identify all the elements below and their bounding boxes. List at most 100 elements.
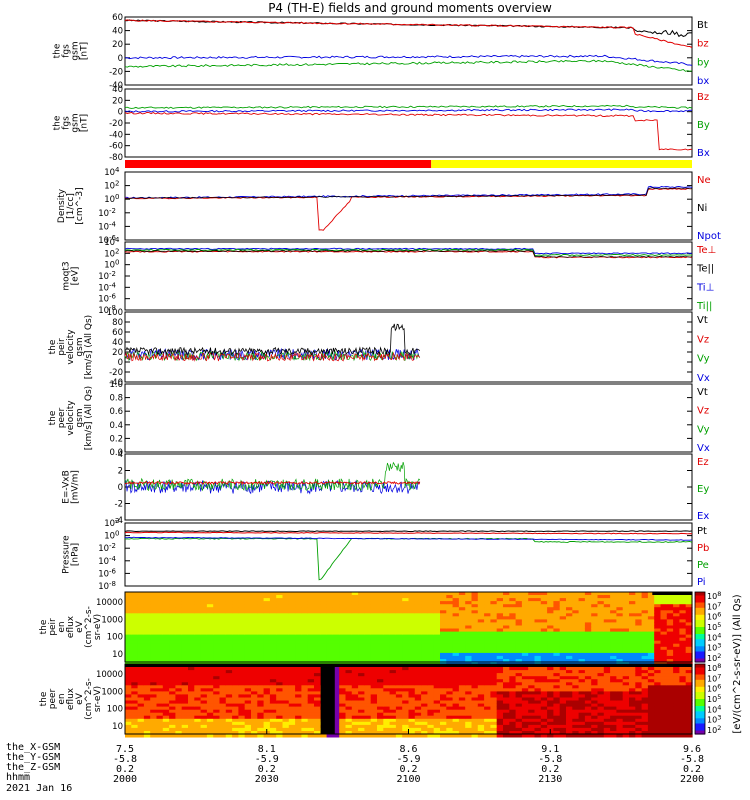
spectro-cell [157, 638, 164, 642]
spectro-cell [396, 619, 403, 623]
spectro-cell [623, 644, 630, 648]
spectro-cell [472, 691, 479, 695]
spectro-cell [503, 676, 510, 680]
spectro-cell [157, 644, 164, 648]
spectro-cell [339, 647, 346, 651]
spectro-cell [610, 638, 617, 642]
spectro-cell [553, 601, 560, 605]
spectro-cell [604, 641, 611, 645]
spectro-cell [579, 707, 586, 711]
spectro-cell [339, 616, 346, 620]
spectro-cell [238, 667, 245, 671]
spectro-cell [673, 626, 680, 630]
spectro-cell [270, 595, 277, 599]
spectro-cell [163, 704, 170, 708]
spectro-cell [358, 707, 365, 711]
spectro-cell [383, 619, 390, 623]
spectro-cell [371, 713, 378, 717]
spectro-cell [616, 719, 623, 723]
spectro-cell [497, 610, 504, 614]
spectro-cell [175, 707, 182, 711]
spectro-cell [541, 701, 548, 705]
spectro-cell [188, 632, 195, 636]
spectro-cell [339, 607, 346, 611]
spectro-cell [572, 601, 579, 605]
spectro-cell [679, 647, 686, 651]
spectro-cell [358, 595, 365, 599]
spectro-cell [598, 688, 605, 692]
spectro-cell [434, 691, 441, 695]
spectro-cell [415, 619, 422, 623]
spectro-cell [409, 647, 416, 651]
spectro-cell [566, 613, 573, 617]
spectro-cell [541, 676, 548, 680]
spectro-cell [635, 719, 642, 723]
spectro-cell [377, 629, 384, 633]
spectro-cell [667, 638, 674, 642]
spectro-cell [421, 713, 428, 717]
spectro-cell [377, 607, 384, 611]
spectro-cell [497, 592, 504, 596]
spectro-cell [541, 610, 548, 614]
spectro-cell [257, 704, 264, 708]
spectro-cell [585, 641, 592, 645]
spectro-cell [251, 598, 258, 602]
spectro-cell [232, 616, 239, 620]
spectro-cell [289, 607, 296, 611]
spectro-cell [673, 716, 680, 720]
spectro-cell [616, 728, 623, 732]
spectro-cell [276, 650, 283, 654]
spectro-cell [364, 653, 371, 657]
spectro-cell [220, 676, 227, 680]
spectro-cell [364, 694, 371, 698]
spectro-cell [245, 607, 252, 611]
spectro-cell [566, 698, 573, 702]
spectro-cell [201, 616, 208, 620]
spectro-cell [220, 632, 227, 636]
legend-entry: Ni [697, 203, 707, 214]
spectro-cell [169, 598, 176, 602]
spectro-cell [642, 710, 649, 714]
spectro-cell [591, 667, 598, 671]
spectro-cell [465, 719, 472, 723]
spectro-cell [377, 647, 384, 651]
spectro-cell [522, 679, 529, 683]
spectro-cell [207, 728, 214, 732]
spectro-cell [440, 694, 447, 698]
spectro-cell [352, 598, 359, 602]
y-axis-label: the peir en eflux eV (cm^2-s-sr-eV) [39, 606, 103, 648]
spectro-cell [308, 673, 315, 677]
spectro-cell [182, 734, 189, 738]
spectro-cell [207, 710, 214, 714]
spectro-cell [295, 622, 302, 626]
spectro-cell [415, 638, 422, 642]
spectro-cell [541, 644, 548, 648]
spectro-cell [484, 595, 491, 599]
spectro-cell [283, 707, 290, 711]
spectro-cell [358, 685, 365, 689]
spectro-cell [226, 722, 233, 726]
spectro-cell [289, 698, 296, 702]
spectro-cell [182, 707, 189, 711]
spectro-cell [138, 647, 145, 651]
spectro-cell [610, 629, 617, 633]
spectro-cell [289, 713, 296, 717]
spectro-cell [175, 610, 182, 614]
spectro-cell [472, 694, 479, 698]
spectro-cell [623, 607, 630, 611]
spectro-cell [535, 613, 542, 617]
spectro-cell [566, 728, 573, 732]
spectro-cell [226, 716, 233, 720]
spectro-cell [182, 632, 189, 636]
spectro-cell [383, 691, 390, 695]
y-tick-label: 10-6 [98, 567, 116, 579]
spectro-cell [182, 616, 189, 620]
spectro-cell [188, 598, 195, 602]
spectro-cell [358, 728, 365, 732]
spectro-cell [415, 734, 422, 738]
spectro-cell [364, 604, 371, 608]
spectro-cell [138, 725, 145, 729]
spectro-cell [270, 676, 277, 680]
spectro-cell [661, 604, 668, 608]
spectro-cell [585, 610, 592, 614]
